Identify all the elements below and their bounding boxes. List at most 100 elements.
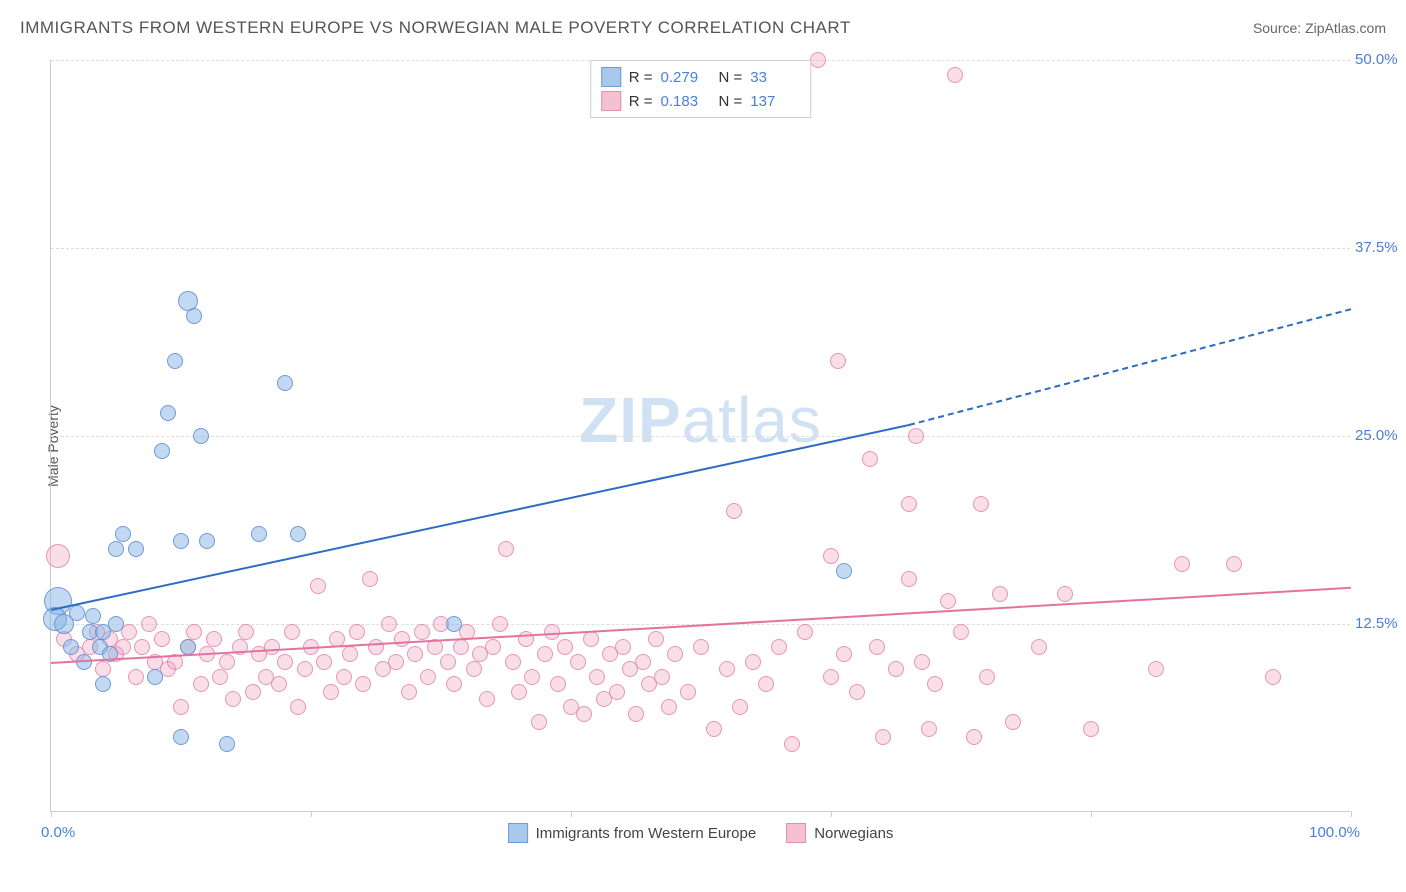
scatter-point xyxy=(531,714,547,730)
scatter-point xyxy=(446,676,462,692)
r-label: R = xyxy=(629,69,653,86)
scatter-point xyxy=(245,684,261,700)
x-tick xyxy=(51,811,52,817)
scatter-point xyxy=(557,639,573,655)
scatter-point xyxy=(706,721,722,737)
scatter-point xyxy=(446,616,462,632)
scatter-point xyxy=(173,729,189,745)
scatter-point xyxy=(453,639,469,655)
scatter-point xyxy=(914,654,930,670)
trend-line xyxy=(51,424,909,611)
scatter-point xyxy=(342,646,358,662)
scatter-point xyxy=(849,684,865,700)
scatter-point xyxy=(284,624,300,640)
y-tick-label: 50.0% xyxy=(1355,51,1406,68)
scatter-point xyxy=(979,669,995,685)
scatter-point xyxy=(167,353,183,369)
scatter-point xyxy=(225,691,241,707)
scatter-point xyxy=(648,631,664,647)
scatter-point xyxy=(271,676,287,692)
x-tick xyxy=(311,811,312,817)
scatter-point xyxy=(667,646,683,662)
x-tick xyxy=(1091,811,1092,817)
scatter-point xyxy=(823,669,839,685)
scatter-point xyxy=(95,676,111,692)
source-attribution: Source: ZipAtlas.com xyxy=(1253,20,1386,36)
scatter-point xyxy=(154,443,170,459)
scatter-point xyxy=(797,624,813,640)
scatter-point xyxy=(401,684,417,700)
scatter-point xyxy=(1174,556,1190,572)
scatter-point xyxy=(388,654,404,670)
scatter-point xyxy=(264,639,280,655)
scatter-point xyxy=(784,736,800,752)
scatter-point xyxy=(908,428,924,444)
scatter-point xyxy=(147,669,163,685)
y-tick-label: 12.5% xyxy=(1355,615,1406,632)
r-label: R = xyxy=(629,93,653,110)
scatter-point xyxy=(206,631,222,647)
scatter-point xyxy=(654,669,670,685)
r-value: 0.183 xyxy=(661,93,711,110)
scatter-point xyxy=(115,526,131,542)
scatter-point xyxy=(128,541,144,557)
legend-stats: R = 0.279N = 33R = 0.183N = 137 xyxy=(590,60,812,118)
scatter-point xyxy=(440,654,456,670)
trend-line xyxy=(909,308,1351,426)
scatter-point xyxy=(973,496,989,512)
legend-series-label: Norwegians xyxy=(814,825,893,842)
scatter-point xyxy=(193,428,209,444)
scatter-point xyxy=(511,684,527,700)
y-tick-label: 37.5% xyxy=(1355,239,1406,256)
scatter-point xyxy=(1265,669,1281,685)
scatter-point xyxy=(251,526,267,542)
gridline xyxy=(51,436,1350,437)
scatter-point xyxy=(219,736,235,752)
scatter-point xyxy=(186,624,202,640)
scatter-point xyxy=(1148,661,1164,677)
scatter-point xyxy=(635,654,651,670)
scatter-point xyxy=(771,639,787,655)
scatter-point xyxy=(745,654,761,670)
watermark: ZIPatlas xyxy=(579,383,822,457)
scatter-point xyxy=(355,676,371,692)
scatter-point xyxy=(810,52,826,68)
scatter-point xyxy=(323,684,339,700)
legend-series-item: Immigrants from Western Europe xyxy=(508,823,757,843)
scatter-point xyxy=(661,699,677,715)
scatter-point xyxy=(940,593,956,609)
scatter-point xyxy=(316,654,332,670)
scatter-point xyxy=(947,67,963,83)
scatter-point xyxy=(63,639,79,655)
scatter-point xyxy=(680,684,696,700)
scatter-point xyxy=(726,503,742,519)
scatter-point xyxy=(349,624,365,640)
scatter-point xyxy=(1083,721,1099,737)
scatter-point xyxy=(180,639,196,655)
scatter-point xyxy=(466,661,482,677)
scatter-point xyxy=(901,496,917,512)
legend-stats-row: R = 0.279N = 33 xyxy=(601,65,801,89)
scatter-point xyxy=(869,639,885,655)
scatter-point xyxy=(576,706,592,722)
scatter-point xyxy=(719,661,735,677)
x-min-label: 0.0% xyxy=(41,824,75,841)
scatter-point xyxy=(1057,586,1073,602)
legend-series-item: Norwegians xyxy=(786,823,893,843)
scatter-point xyxy=(479,691,495,707)
scatter-point xyxy=(69,605,85,621)
scatter-point xyxy=(836,563,852,579)
scatter-point xyxy=(836,646,852,662)
scatter-point xyxy=(875,729,891,745)
scatter-point xyxy=(238,624,254,640)
scatter-point xyxy=(901,571,917,587)
scatter-point xyxy=(154,631,170,647)
scatter-point xyxy=(141,616,157,632)
scatter-point xyxy=(95,661,111,677)
scatter-point xyxy=(921,721,937,737)
scatter-point xyxy=(128,669,144,685)
scatter-point xyxy=(297,661,313,677)
scatter-point xyxy=(290,526,306,542)
scatter-point xyxy=(505,654,521,670)
scatter-point xyxy=(615,639,631,655)
